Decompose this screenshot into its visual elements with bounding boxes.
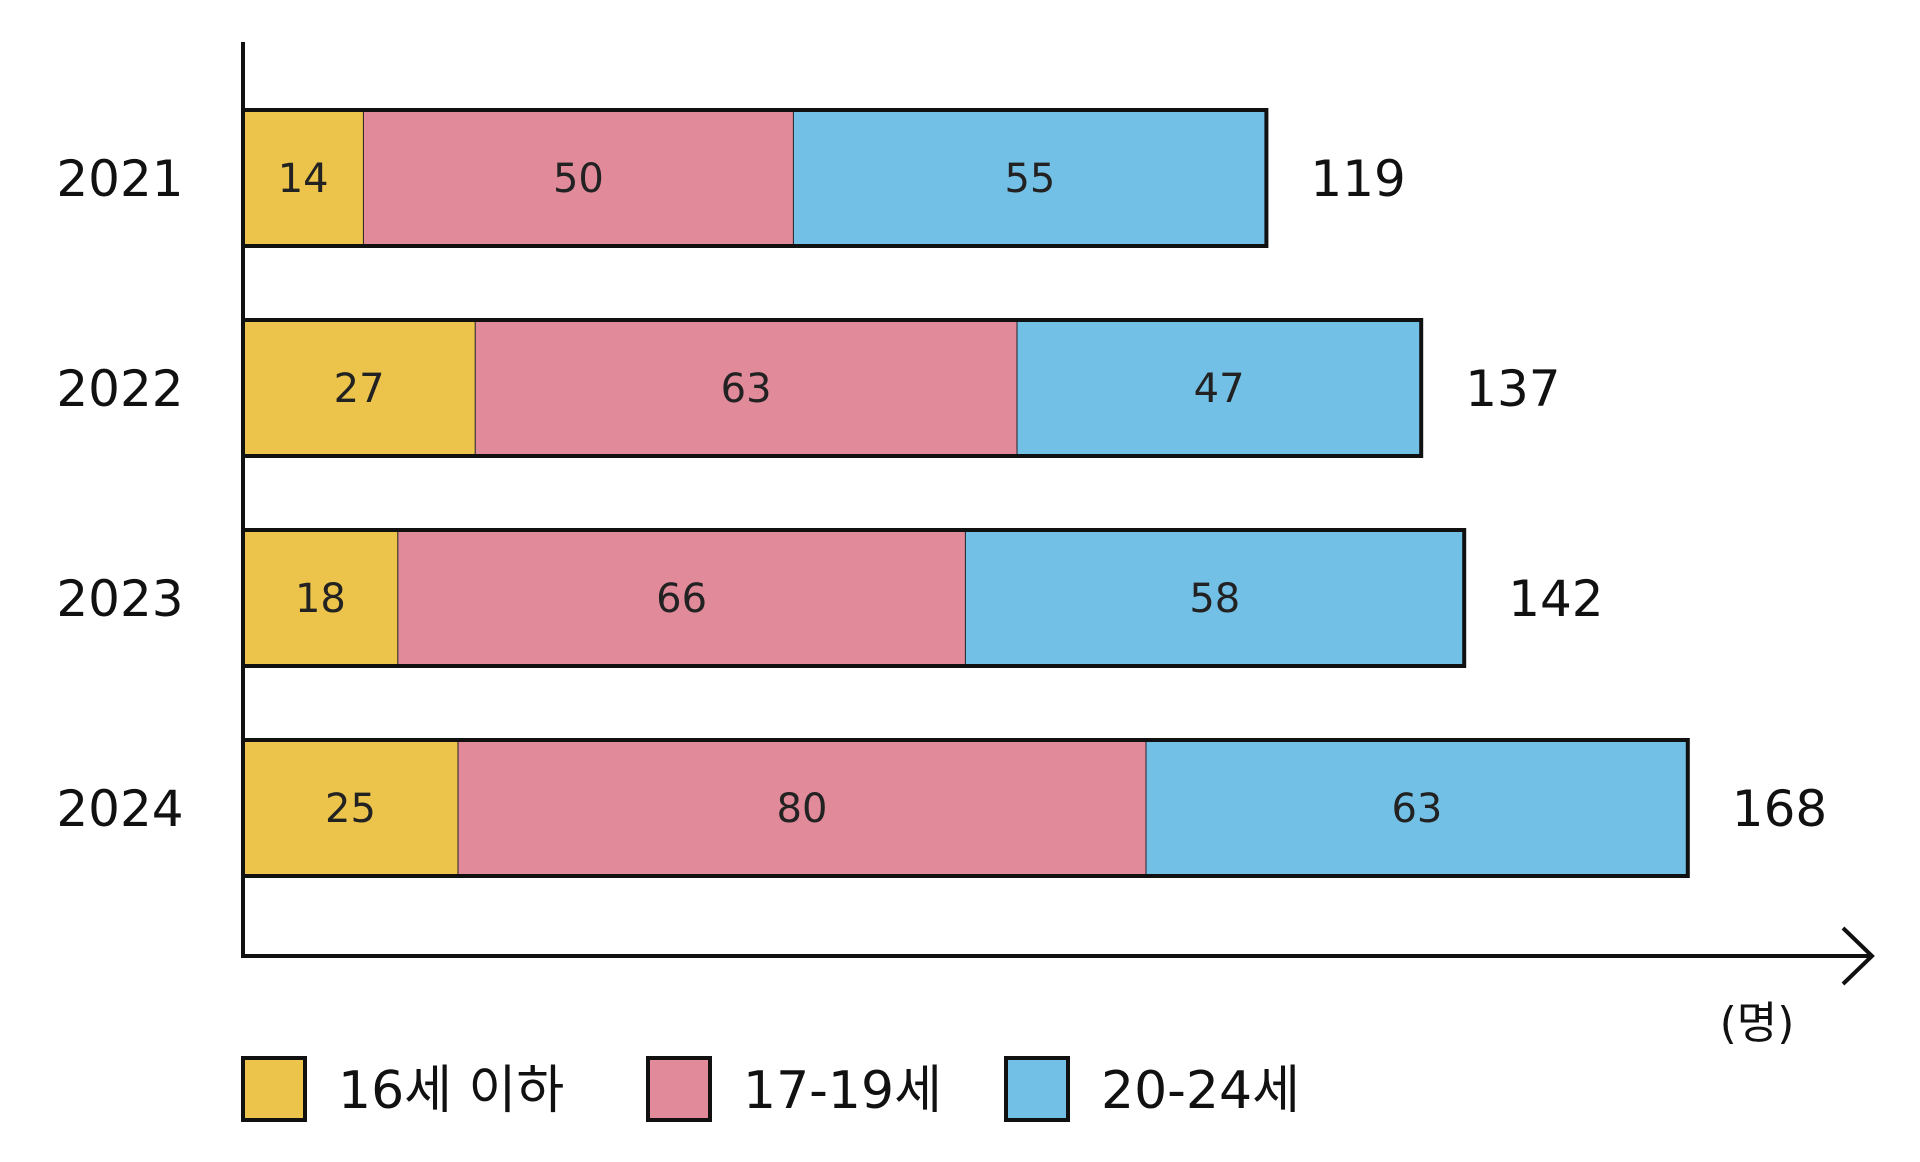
unit-label: (명) [1720,998,1795,1049]
legend-label-1: 16세 이하 [338,1061,564,1121]
bar-segment-2023-1 [243,530,398,666]
bar-segment-2023-3 [965,530,1465,666]
axes-layer [241,42,1875,986]
segment-value-label-2022-3: 47 [1194,366,1245,412]
total-label-2022: 137 [1465,360,1560,418]
total-label-2021: 119 [1310,150,1405,208]
segment-value-label-2023-1: 18 [295,576,346,622]
legend-swatch-2 [646,1056,712,1122]
segment-value-label-2021-3: 55 [1004,156,1055,202]
bar-segment-2022-2 [475,320,1017,456]
legend-swatch-1 [241,1056,307,1122]
bar-segment-2024-1 [243,740,458,876]
segment-value-label-2022-2: 63 [721,366,772,412]
total-label-2024: 168 [1732,780,1827,838]
legend-label-3: 20-24세 [1101,1061,1300,1121]
legend-label-2: 17-19세 [743,1061,942,1121]
segment-value-label-2024-3: 63 [1391,786,1442,832]
segment-value-label-2024-1: 25 [325,786,376,832]
segment-value-label-2023-3: 58 [1189,576,1240,622]
x-axis-arrowhead [1841,926,1875,986]
segment-value-label-2023-2: 66 [656,576,707,622]
category-label-2022: 2022 [56,360,183,418]
segment-value-label-2021-2: 50 [553,156,604,202]
bar-segment-2022-1 [243,320,476,456]
bar-segment-2024-2 [458,740,1146,876]
bar-segment-2021-3 [793,110,1267,246]
bar-segment-2023-2 [397,530,966,666]
category-label-2024: 2024 [56,780,183,838]
segment-value-label-2022-1: 27 [334,366,385,412]
legend: 16세 이하 17-19세 20-24세 [241,1056,1300,1122]
bar-segment-2021-2 [363,110,794,246]
legend-swatch-3 [1004,1056,1070,1122]
total-label-2023: 142 [1508,570,1603,628]
segment-value-label-2021-1: 14 [278,156,329,202]
bar-segment-2024-3 [1146,740,1688,876]
segment-value-label-2024-2: 80 [777,786,828,832]
bars-layer: 2021 14 50 55 119 2022 27 63 47 137 2023 18 66 58 142 2… [56,108,1827,878]
category-label-2023: 2023 [56,570,183,628]
category-label-2021: 2021 [56,150,183,208]
bar-segment-2021-1 [243,110,364,246]
bar-segment-2022-3 [1017,320,1422,456]
